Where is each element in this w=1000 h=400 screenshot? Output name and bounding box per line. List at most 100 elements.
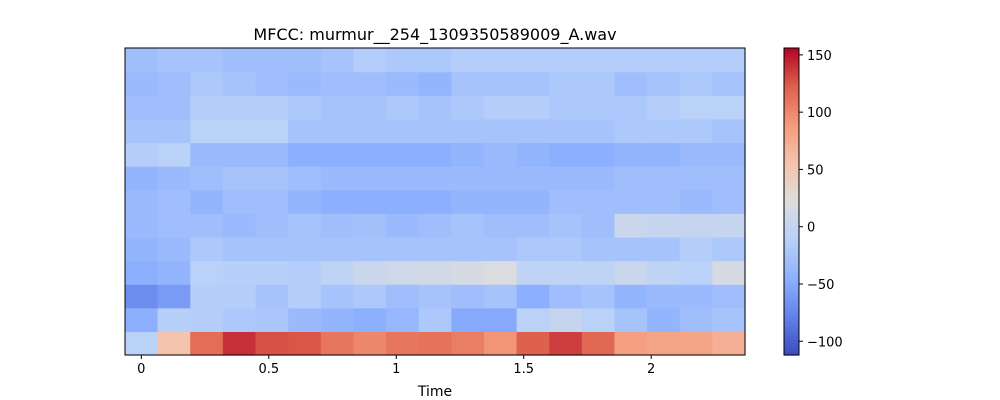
colorbar-segment bbox=[784, 48, 799, 52]
x-tick-label: 2 bbox=[647, 362, 655, 377]
heatmap-cell bbox=[222, 260, 257, 285]
heatmap-cell bbox=[386, 213, 420, 238]
heatmap-cell bbox=[386, 307, 420, 332]
heatmap-cell bbox=[353, 260, 387, 285]
heatmap-cell bbox=[157, 307, 191, 332]
colorbar-segment bbox=[784, 97, 799, 101]
colorbar-segment bbox=[784, 192, 799, 196]
heatmap-cell bbox=[549, 142, 583, 167]
heatmap-cell bbox=[516, 189, 550, 214]
heatmap-cell bbox=[353, 48, 387, 73]
heatmap-cell bbox=[190, 118, 224, 144]
heatmap-cell bbox=[581, 236, 616, 262]
colorbar-segment bbox=[784, 167, 799, 172]
colorbar-segment bbox=[784, 348, 799, 353]
colorbar-segment bbox=[784, 109, 799, 114]
colorbar-segment bbox=[784, 152, 799, 157]
heatmap-cell bbox=[288, 48, 322, 73]
colorbar-segment bbox=[784, 161, 799, 166]
heatmap-cell bbox=[581, 95, 616, 120]
heatmap-cell bbox=[418, 95, 452, 120]
colorbar-segment bbox=[784, 84, 799, 89]
colorbar-segment bbox=[784, 281, 799, 285]
heatmap-cell bbox=[125, 260, 159, 285]
colorbar-segment bbox=[784, 170, 799, 175]
heatmap-cell bbox=[614, 331, 648, 356]
colorbar-segment bbox=[784, 94, 799, 98]
heatmap-cell bbox=[451, 213, 485, 238]
colorbar-segment bbox=[784, 259, 799, 264]
heatmap-cell bbox=[679, 331, 713, 356]
heatmap-cell bbox=[288, 166, 322, 191]
colorbar-segment bbox=[784, 210, 799, 215]
heatmap-cell bbox=[516, 71, 550, 96]
colorbar-segment bbox=[784, 262, 799, 267]
heatmap-cell bbox=[386, 189, 420, 214]
colorbar-segment bbox=[784, 253, 799, 258]
heatmap-cell bbox=[418, 213, 452, 238]
heatmap-cell bbox=[483, 260, 518, 285]
colorbar-segment bbox=[784, 232, 799, 236]
heatmap-cell bbox=[190, 213, 224, 238]
heatmap-cell bbox=[125, 142, 159, 167]
colorbar-segment bbox=[784, 60, 799, 64]
heatmap-cell bbox=[647, 213, 681, 238]
heatmap-cell bbox=[320, 142, 355, 167]
heatmap-cell bbox=[190, 71, 224, 96]
colorbar-segment bbox=[784, 315, 799, 319]
heatmap-cell bbox=[451, 48, 485, 73]
heatmap-cell bbox=[614, 213, 648, 238]
colorbar-segment bbox=[784, 195, 799, 200]
heatmap-cell bbox=[483, 71, 518, 96]
colorbar-segment bbox=[784, 66, 799, 71]
colorbar-segment bbox=[784, 103, 799, 107]
heatmap-cell bbox=[386, 142, 420, 167]
colorbar-segment bbox=[784, 198, 799, 203]
colorbar-segment bbox=[784, 269, 799, 273]
colorbar-segment bbox=[784, 213, 799, 218]
colorbar-segment bbox=[784, 345, 799, 350]
heatmap-cell bbox=[549, 48, 583, 73]
colorbar-segment bbox=[784, 204, 799, 209]
heatmap-cell bbox=[614, 95, 648, 120]
colorbar-tick-label: 50 bbox=[807, 163, 824, 178]
heatmap-cell bbox=[320, 118, 355, 144]
heatmap-cell bbox=[483, 166, 518, 191]
heatmap-cell bbox=[320, 307, 355, 332]
colorbar-segment bbox=[784, 186, 799, 190]
heatmap-cell bbox=[222, 307, 257, 332]
heatmap-cell bbox=[549, 284, 583, 309]
x-tick-label: 1 bbox=[392, 362, 400, 377]
heatmap-cell bbox=[647, 118, 681, 144]
heatmap-cell bbox=[614, 307, 648, 332]
heatmap-cell bbox=[451, 95, 485, 120]
heatmap-cell bbox=[222, 95, 257, 120]
heatmap-cell bbox=[125, 71, 159, 96]
heatmap-cell bbox=[712, 189, 746, 214]
heatmap-cell bbox=[190, 142, 224, 167]
colorbar-segment bbox=[784, 318, 799, 322]
heatmap-cell bbox=[255, 331, 289, 356]
colorbar-segment bbox=[784, 351, 799, 356]
colorbar-segment bbox=[784, 81, 799, 86]
heatmap-cell bbox=[190, 166, 224, 191]
heatmap-cell bbox=[157, 284, 191, 309]
heatmap-cell bbox=[483, 331, 518, 356]
colorbar-segment bbox=[784, 247, 799, 252]
heatmap-cell bbox=[647, 71, 681, 96]
heatmap-cell bbox=[353, 166, 387, 191]
heatmap-cell bbox=[288, 95, 322, 120]
heatmap-cell bbox=[222, 189, 257, 214]
heatmap-cell bbox=[647, 189, 681, 214]
colorbar-segment bbox=[784, 312, 799, 316]
colorbar-segment bbox=[784, 256, 799, 261]
colorbar-segment bbox=[784, 130, 799, 135]
heatmap-cell bbox=[288, 331, 322, 356]
heatmap-cell bbox=[288, 307, 322, 332]
heatmap-cell bbox=[483, 95, 518, 120]
heatmap-cell bbox=[712, 95, 746, 120]
heatmap-cell bbox=[190, 331, 224, 356]
heatmap-cell bbox=[157, 118, 191, 144]
heatmap-cell bbox=[712, 71, 746, 96]
heatmap-cell bbox=[255, 307, 289, 332]
